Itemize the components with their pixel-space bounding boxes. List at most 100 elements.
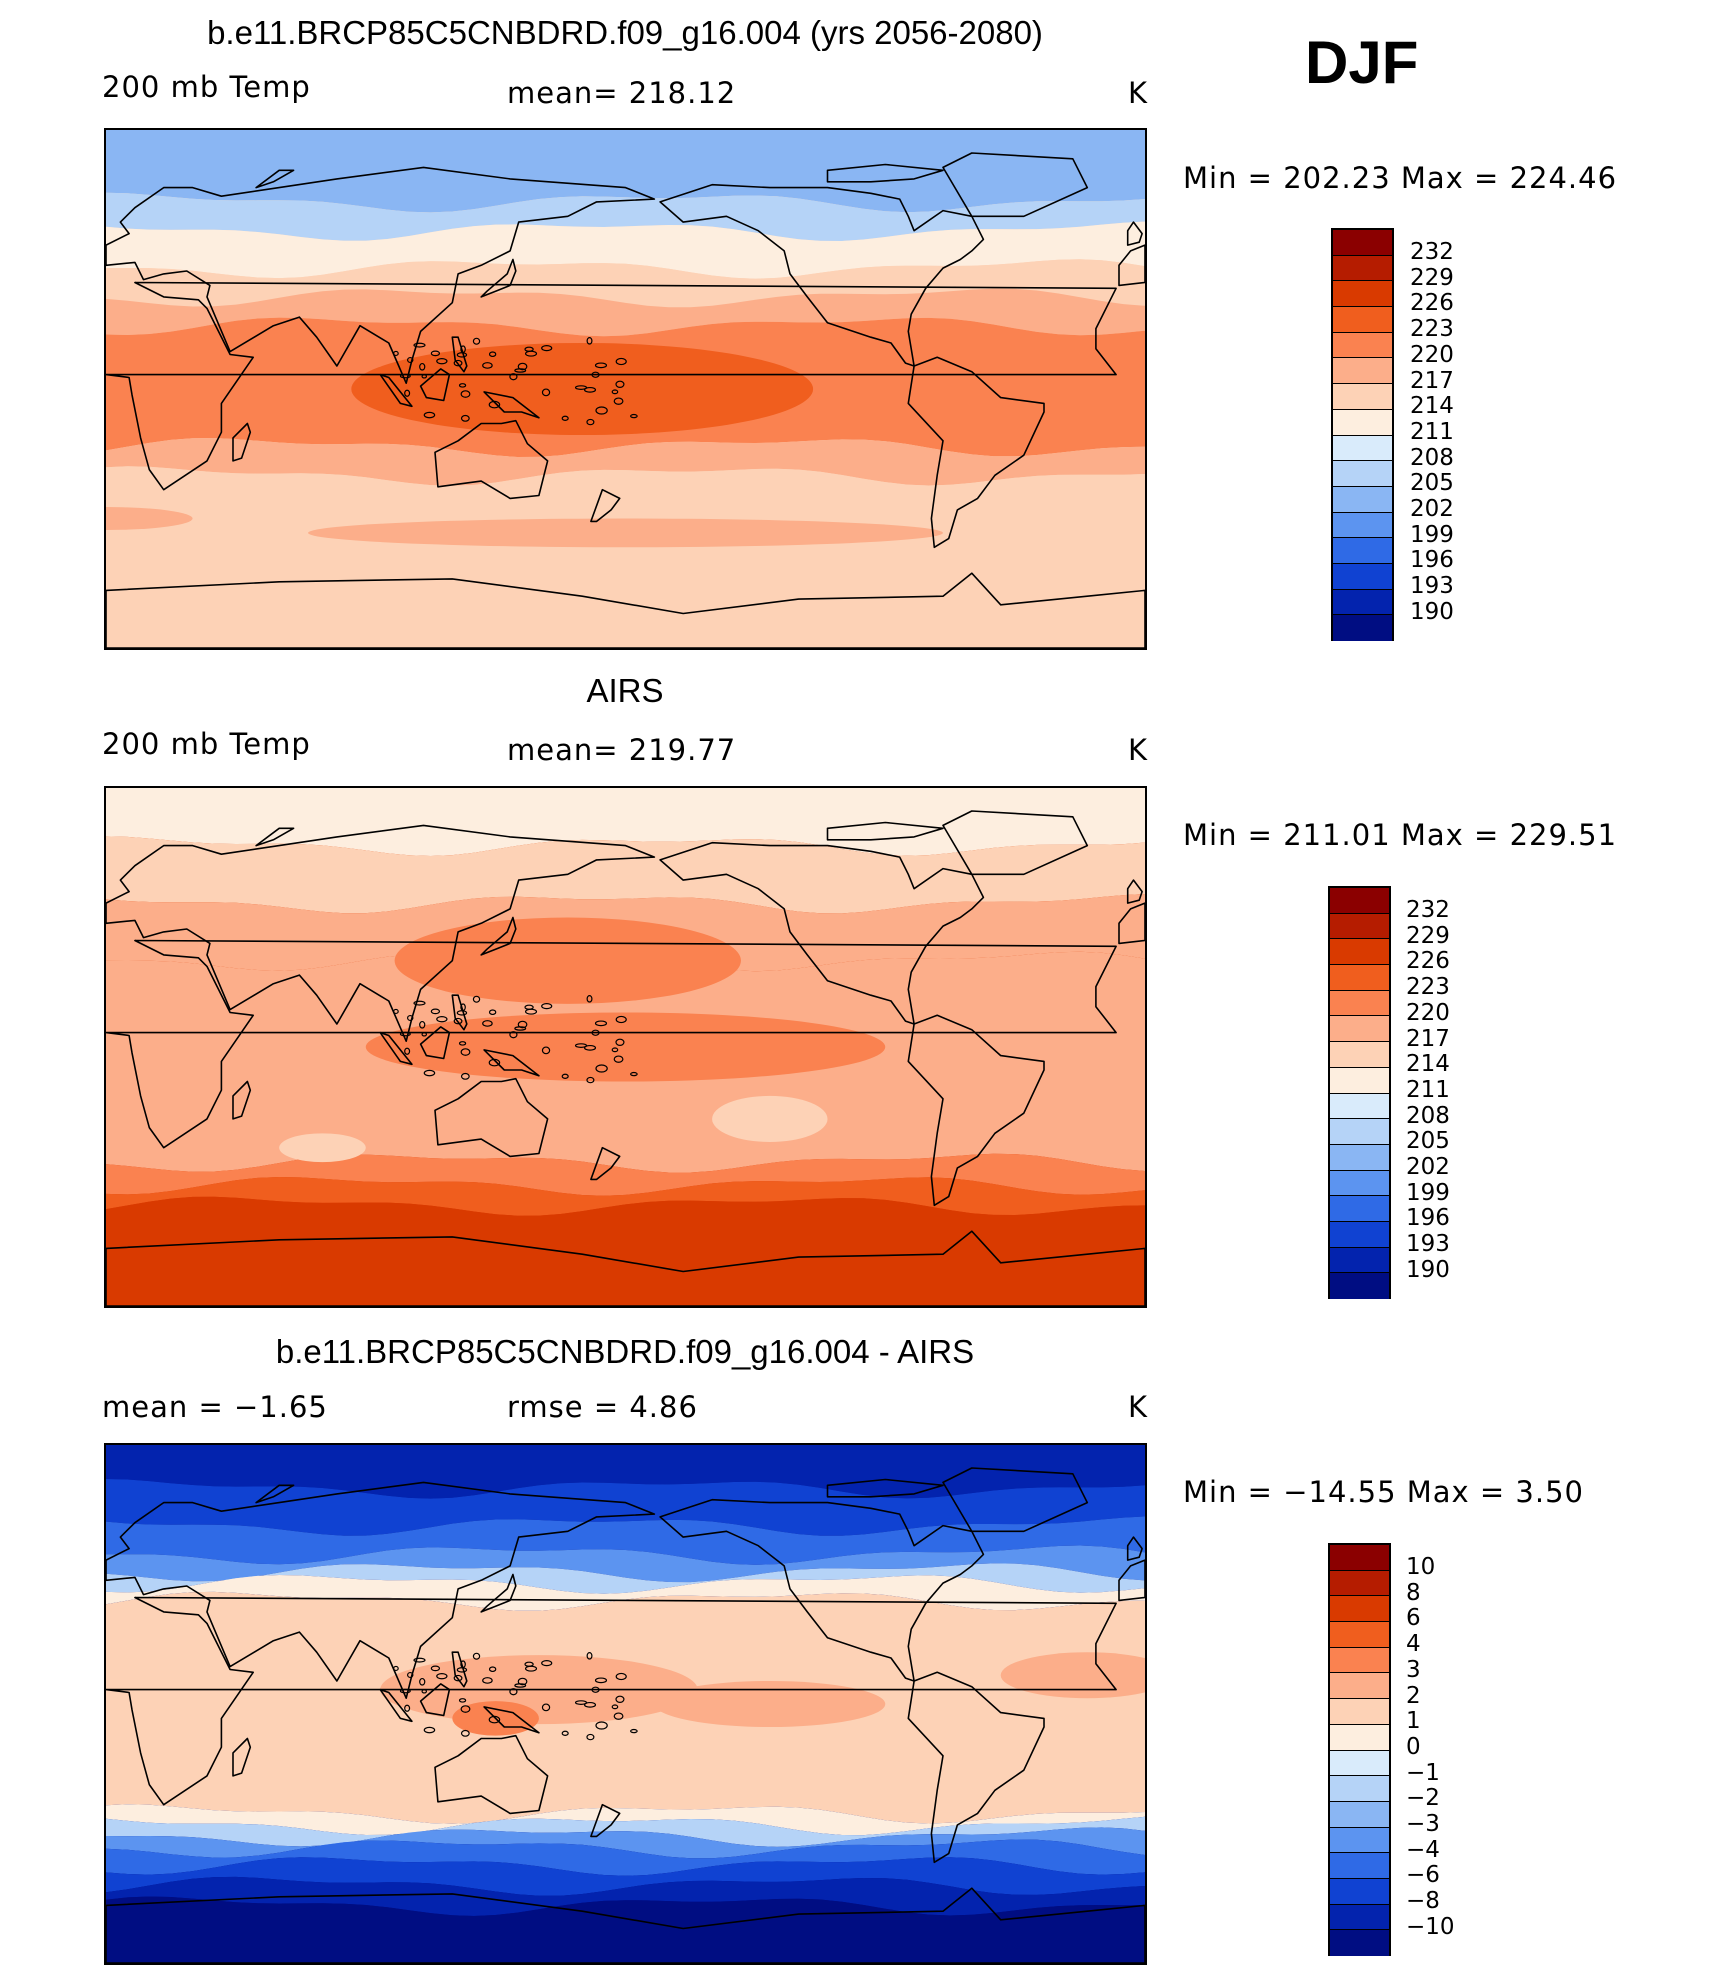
- coastline: [232, 1737, 252, 1777]
- panel-1-minmax: Min = 202.23 Max = 224.46: [1183, 161, 1618, 195]
- coastline: [419, 1026, 451, 1060]
- coastline: [106, 572, 1145, 648]
- island-outline: [460, 414, 470, 422]
- island-outline: [586, 418, 595, 426]
- colorbar-swatch: [1330, 1853, 1389, 1879]
- coastline: [590, 488, 621, 523]
- colorbar-tick-label: 208: [1410, 444, 1454, 471]
- contour-band: [106, 836, 1145, 914]
- colorbar-tick-label: 226: [1406, 948, 1450, 975]
- contour-band: [106, 130, 1145, 213]
- island-outline: [458, 383, 467, 388]
- island-outline: [430, 350, 441, 357]
- season-label: DJF: [1305, 29, 1419, 96]
- coastline: [480, 1573, 517, 1613]
- island-outline: [472, 337, 481, 345]
- island-outline: [460, 1660, 466, 1669]
- island-outline: [586, 1733, 595, 1741]
- coastline: [232, 1080, 252, 1120]
- coastline: [106, 1596, 1117, 1806]
- island-outline: [472, 995, 481, 1003]
- colorbar-swatch: [1333, 281, 1392, 308]
- island-outline: [482, 362, 493, 369]
- panel-3-title: b.e11.BRCP85C5CNBDRD.f09_g16.004 - AIRS: [275, 1333, 975, 1370]
- panel-2-variable-label: 200 mb Temp: [102, 727, 311, 761]
- coastline: [1118, 1559, 1145, 1602]
- colorbar-swatch: [1333, 384, 1392, 410]
- colorbar-swatch: [1330, 913, 1389, 940]
- colorbar-swatch: [1330, 939, 1389, 966]
- coastline: [942, 152, 1089, 218]
- island-outline: [488, 1058, 501, 1067]
- coastline: [826, 163, 944, 183]
- island-outline: [541, 1703, 551, 1712]
- colorbar-swatch: [1330, 1827, 1389, 1854]
- panel-1-title: b.e11.BRCP85C5CNBDRD.f09_g16.004 (yrs 20…: [207, 14, 1043, 51]
- contour-band: [106, 1516, 1145, 1565]
- colorbar-tick-label: 6: [1406, 1605, 1421, 1632]
- contour-band: [106, 1575, 1145, 1611]
- panel-1-units-label: K: [1128, 76, 1149, 110]
- coastline: [1118, 902, 1145, 945]
- island-outline: [517, 1020, 528, 1029]
- colorbar-tick-label: 223: [1410, 316, 1454, 343]
- colorbar-tick-label: 10: [1406, 1554, 1436, 1580]
- colorbar-tick-label: −2: [1406, 1785, 1440, 1812]
- contour-band: [106, 1177, 1145, 1216]
- panel-3-colorbar-ticks: 10 8 6 4 3 2 1 0 −1 −2 −3 −4 −6 −8 −10: [1406, 1556, 1486, 1956]
- colorbar-tick-label: 205: [1410, 470, 1454, 497]
- island-outline: [594, 1020, 608, 1027]
- island-outline: [613, 1055, 624, 1063]
- island-outline: [594, 1677, 608, 1684]
- colorbar-tick-label: 214: [1406, 1051, 1450, 1078]
- contour-band: [106, 466, 1145, 648]
- contour-region: [279, 1133, 366, 1163]
- coastline: [434, 1734, 549, 1815]
- coastline: [480, 916, 517, 956]
- colorbar-swatch: [1330, 1119, 1389, 1145]
- colorbar-swatch: [1330, 1878, 1389, 1905]
- colorbar-swatch: [1330, 1221, 1389, 1248]
- island-outline: [413, 1000, 426, 1006]
- colorbar-swatch: [1330, 1647, 1389, 1674]
- island-outline: [586, 995, 593, 1003]
- contour-band: [106, 1545, 1145, 1583]
- panel-3-mean-label: mean = −1.65: [102, 1390, 328, 1424]
- colorbar-tick-label: 3: [1406, 1656, 1421, 1683]
- panel-3-map: [104, 1443, 1147, 1965]
- colorbar-tick-label: 223: [1406, 974, 1450, 1001]
- colorbar-swatch: [1333, 255, 1392, 282]
- panel-1-colorbar: [1331, 228, 1394, 641]
- island-outline: [586, 337, 593, 345]
- island-outline: [541, 345, 553, 352]
- coastline: [907, 356, 1045, 549]
- panel-2-units-label: K: [1128, 733, 1149, 767]
- island-outline: [419, 362, 426, 371]
- colorbar-tick-label: 211: [1406, 1076, 1450, 1103]
- island-outline: [595, 406, 608, 415]
- island-outline: [517, 362, 528, 371]
- colorbar-swatch: [1333, 435, 1392, 462]
- colorbar-swatch: [1333, 563, 1392, 590]
- island-outline: [430, 1665, 441, 1672]
- island-outline: [509, 373, 518, 381]
- colorbar-swatch: [1333, 512, 1392, 539]
- colorbar-swatch: [1333, 589, 1392, 616]
- island-outline: [399, 1688, 411, 1694]
- island-outline: [509, 1688, 518, 1696]
- colorbar-swatch: [1333, 307, 1392, 333]
- colorbar-swatch: [1333, 486, 1392, 513]
- coastline: [480, 258, 517, 298]
- colorbar-tick-label: −1: [1406, 1759, 1440, 1786]
- colorbar-swatch: [1333, 615, 1392, 641]
- colorbar-tick-label: 0: [1406, 1733, 1421, 1760]
- island-outline: [453, 359, 463, 367]
- coastline: [434, 419, 549, 500]
- panel-3-rmse-label: rmse = 4.86: [507, 1390, 698, 1424]
- colorbar-tick-label: 214: [1410, 393, 1454, 420]
- panel-2-colorbar: [1328, 886, 1391, 1299]
- coastline: [232, 422, 252, 462]
- colorbar-tick-label: 217: [1410, 367, 1454, 394]
- colorbar-swatch: [1330, 1196, 1389, 1222]
- island-outline: [407, 356, 414, 364]
